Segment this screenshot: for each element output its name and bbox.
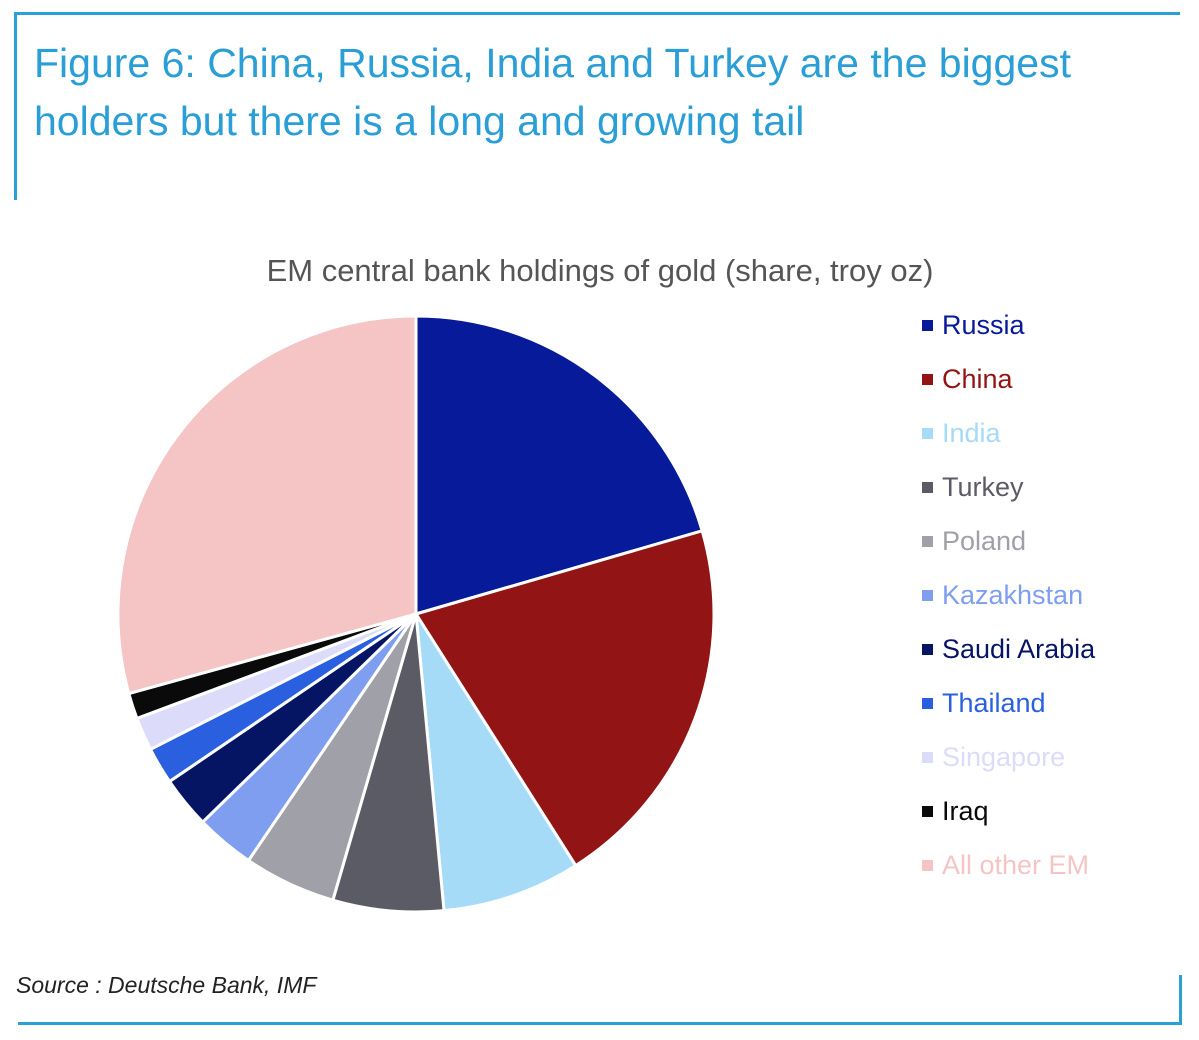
legend-label: Thailand	[942, 687, 1046, 718]
figure-title: Figure 6: China, Russia, India and Turke…	[34, 40, 1071, 144]
frame-left-rule	[14, 12, 17, 200]
legend-item-saudi-arabia: Saudi Arabia	[922, 622, 1192, 676]
legend-item-india: India	[922, 406, 1192, 460]
legend-label: Iraq	[942, 795, 989, 826]
legend-swatch	[922, 319, 933, 331]
legend-item-iraq: Iraq	[922, 784, 1192, 838]
legend-swatch	[922, 697, 933, 709]
legend-swatch	[922, 751, 933, 763]
legend-label: Singapore	[942, 741, 1066, 772]
legend-label: Poland	[942, 525, 1027, 556]
legend-item-kazakhstan: Kazakhstan	[922, 568, 1192, 622]
legend-swatch	[922, 373, 933, 385]
chart-title: EM central bank holdings of gold (share,…	[266, 253, 934, 288]
legend-swatch	[922, 481, 933, 493]
pie-slice-all-other-em	[116, 314, 418, 696]
legend-swatch	[922, 427, 933, 439]
legend-item-thailand: Thailand	[922, 676, 1192, 730]
legend-label: Saudi Arabia	[942, 633, 1096, 664]
legend-label: All other EM	[942, 849, 1090, 880]
frame-bottom-rule	[18, 1022, 1182, 1025]
legend-item-poland: Poland	[922, 514, 1192, 568]
pie-slice-russia	[414, 314, 704, 616]
legend-label: India	[942, 417, 1001, 448]
legend-item-singapore: Singapore	[922, 730, 1192, 784]
legend-swatch	[922, 535, 933, 547]
pie-slice-china	[414, 529, 716, 868]
legend-swatch	[922, 859, 933, 871]
chart-legend: Russia China India Turkey Poland Kazakhstan Sa…	[922, 298, 1192, 892]
source-note: Source : Deutsche Bank, IMF	[16, 972, 317, 998]
legend-label: Russia	[942, 309, 1025, 340]
legend-item-russia: Russia	[922, 298, 1192, 352]
legend-item-china: China	[922, 352, 1192, 406]
legend-swatch	[922, 589, 933, 601]
legend-swatch	[922, 643, 933, 655]
pie-slice-india	[414, 612, 578, 913]
legend-swatch	[922, 805, 933, 817]
legend-label: Kazakhstan	[942, 579, 1084, 610]
legend-item-all-other-em: All other EM	[922, 838, 1192, 892]
legend-label: China	[942, 363, 1013, 394]
frame-top-rule	[14, 12, 1180, 15]
legend-item-turkey: Turkey	[922, 460, 1192, 514]
frame-right-rule	[1179, 975, 1182, 1025]
legend-label: Turkey	[942, 471, 1024, 502]
